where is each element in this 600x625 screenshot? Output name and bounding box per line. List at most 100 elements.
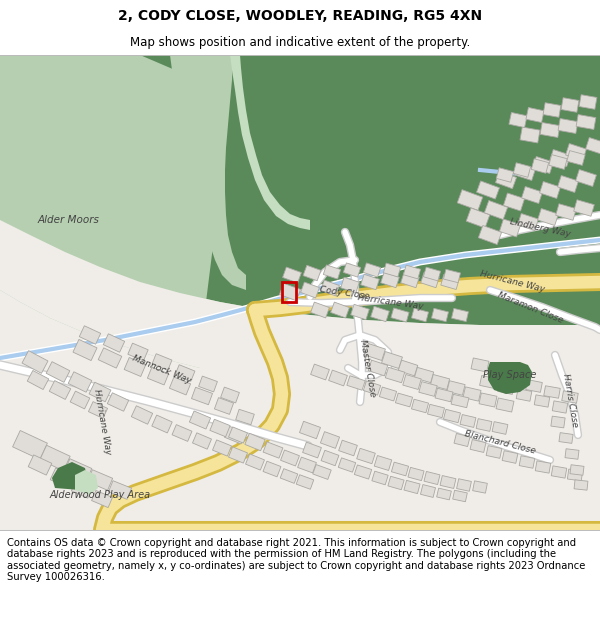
Polygon shape [172, 424, 192, 441]
Polygon shape [570, 465, 584, 475]
Text: Harris Close: Harris Close [561, 372, 579, 428]
Polygon shape [566, 144, 586, 161]
Polygon shape [280, 283, 301, 301]
Polygon shape [361, 274, 379, 290]
Polygon shape [385, 368, 405, 382]
Polygon shape [0, 290, 200, 530]
Polygon shape [301, 282, 319, 298]
Polygon shape [470, 439, 486, 452]
Polygon shape [281, 450, 299, 466]
Polygon shape [379, 387, 397, 401]
Polygon shape [229, 447, 247, 463]
Polygon shape [516, 389, 532, 401]
Polygon shape [28, 455, 52, 475]
Polygon shape [415, 368, 434, 382]
Text: Master Close: Master Close [359, 339, 377, 398]
Polygon shape [109, 481, 131, 499]
Polygon shape [92, 491, 112, 508]
Polygon shape [535, 461, 551, 473]
Polygon shape [466, 208, 490, 228]
Polygon shape [520, 127, 540, 143]
Polygon shape [343, 263, 361, 277]
Polygon shape [544, 386, 560, 398]
Polygon shape [421, 484, 436, 498]
Polygon shape [391, 462, 409, 476]
Polygon shape [191, 388, 212, 405]
Polygon shape [170, 55, 246, 290]
Polygon shape [169, 377, 191, 395]
Polygon shape [311, 364, 329, 380]
Polygon shape [88, 402, 107, 418]
Polygon shape [331, 302, 349, 318]
Text: Maramon Close: Maramon Close [496, 291, 564, 325]
Polygon shape [49, 381, 71, 399]
Polygon shape [175, 365, 195, 381]
Polygon shape [27, 371, 49, 389]
Polygon shape [64, 459, 92, 481]
Polygon shape [210, 419, 230, 437]
Text: Hurricane Way: Hurricane Way [92, 389, 112, 456]
Polygon shape [46, 362, 70, 382]
Polygon shape [534, 395, 550, 407]
Polygon shape [562, 391, 578, 403]
Polygon shape [486, 446, 502, 458]
Polygon shape [73, 339, 97, 361]
Text: Alder Moors: Alder Moors [37, 215, 99, 225]
Polygon shape [40, 445, 70, 471]
Polygon shape [338, 458, 356, 472]
Polygon shape [391, 308, 409, 322]
Polygon shape [338, 440, 358, 456]
Polygon shape [374, 456, 392, 471]
Polygon shape [52, 462, 88, 490]
Polygon shape [586, 138, 600, 154]
Polygon shape [388, 476, 404, 490]
Polygon shape [364, 381, 380, 395]
Polygon shape [496, 171, 517, 189]
Text: Mannock Way: Mannock Way [131, 354, 193, 386]
Polygon shape [496, 398, 514, 412]
Polygon shape [356, 448, 376, 464]
Polygon shape [503, 193, 524, 211]
Polygon shape [538, 209, 559, 226]
Polygon shape [568, 469, 583, 481]
Polygon shape [473, 481, 487, 493]
Polygon shape [559, 432, 573, 443]
Polygon shape [507, 372, 525, 386]
Polygon shape [364, 263, 380, 277]
Polygon shape [463, 387, 481, 401]
Polygon shape [497, 381, 514, 394]
Polygon shape [0, 55, 220, 350]
Polygon shape [519, 456, 535, 468]
Polygon shape [280, 469, 298, 483]
Polygon shape [13, 431, 47, 459]
Polygon shape [371, 306, 389, 322]
Polygon shape [457, 479, 472, 491]
Polygon shape [341, 278, 359, 292]
Polygon shape [557, 176, 578, 192]
Polygon shape [383, 263, 401, 277]
Polygon shape [499, 219, 521, 237]
Polygon shape [518, 214, 538, 231]
Polygon shape [488, 362, 532, 394]
Polygon shape [453, 490, 467, 502]
Polygon shape [193, 432, 212, 449]
Polygon shape [492, 422, 508, 434]
Polygon shape [355, 465, 371, 479]
Polygon shape [395, 393, 413, 407]
Polygon shape [567, 151, 585, 166]
Polygon shape [489, 365, 507, 379]
Polygon shape [476, 419, 492, 431]
Polygon shape [403, 265, 421, 279]
Polygon shape [398, 360, 418, 376]
Polygon shape [478, 226, 502, 244]
Polygon shape [350, 304, 370, 320]
Polygon shape [323, 265, 341, 279]
Polygon shape [50, 468, 74, 488]
Polygon shape [199, 376, 217, 392]
Polygon shape [435, 388, 453, 402]
Polygon shape [79, 326, 101, 344]
Polygon shape [107, 392, 128, 411]
Text: Hurricane Way: Hurricane Way [356, 293, 424, 311]
Polygon shape [540, 122, 560, 138]
Polygon shape [428, 404, 445, 418]
